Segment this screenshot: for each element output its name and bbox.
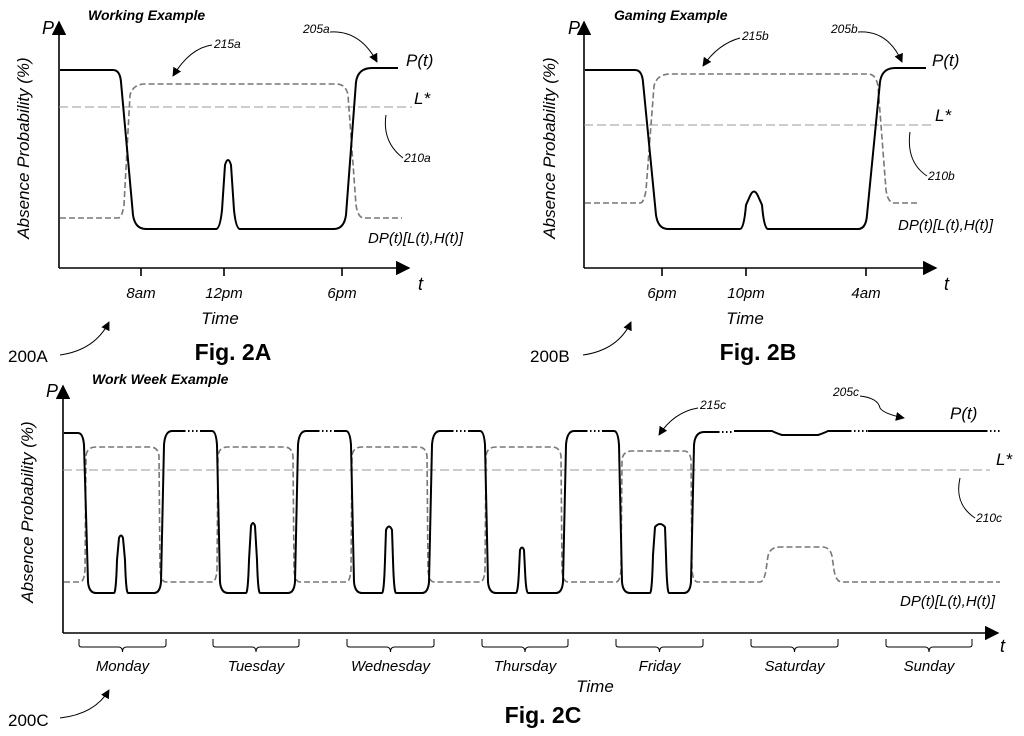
panel-c-ref-p: 205c	[832, 385, 859, 399]
panel-b-figure-ref: 200B	[530, 347, 570, 366]
panel-a-p-curve-label: P(t)	[406, 51, 433, 70]
panel-b-ref-dp-arrow	[703, 38, 740, 66]
panel-a-y-axis-title: Absence Probability (%)	[14, 57, 33, 239]
panel-a-figure-ref: 200A	[8, 347, 48, 366]
panel-c-ref-p-arrow	[860, 396, 904, 418]
panel-c-title: Work Week Example	[92, 371, 229, 387]
panel-c-figure-ref: 200C	[8, 711, 49, 730]
bracket-tuesday	[213, 639, 299, 652]
panel-a-p-axis-label: P	[42, 18, 54, 38]
panel-b-ref-p-arrow	[858, 32, 902, 62]
panel-b-figure-ref-arrow	[583, 322, 631, 355]
panel-a: Working Example P t Absence Probability …	[8, 7, 464, 366]
bracket-sunday	[886, 639, 972, 652]
panel-c-x-axis-title: Time	[576, 677, 614, 696]
day-label-saturday: Saturday	[764, 658, 826, 675]
panel-c-dp-curve	[64, 447, 1000, 582]
panel-c-ref-l-leader	[959, 478, 975, 518]
panel-b-t-axis-label: t	[944, 274, 950, 294]
panel-a-t-axis-label: t	[418, 274, 424, 294]
panel-c-day-labels: Monday Tuesday Wednesday Thursday Friday Satu…	[96, 658, 956, 675]
day-label-friday: Friday	[639, 658, 682, 675]
panel-c: Work Week Example P t Absence Probabilit…	[8, 371, 1013, 730]
panel-b-tick-label: 6pm	[647, 285, 676, 302]
panel-c-y-axis-title: Absence Probability (%)	[18, 421, 37, 603]
panel-b-threshold-label: L*	[935, 106, 952, 125]
panel-b: Gaming Example P t Absence Probability (…	[530, 7, 994, 366]
panel-a-x-axis-title: Time	[201, 309, 239, 328]
panel-a-threshold-label: L*	[414, 89, 431, 108]
day-label-thursday: Thursday	[494, 658, 558, 675]
panel-b-ref-p: 205b	[830, 22, 858, 36]
panel-c-figure-ref-arrow	[60, 690, 109, 718]
panel-a-tick-label: 8am	[126, 285, 155, 302]
panel-a-ref-dp-arrow	[173, 45, 212, 76]
panel-a-dp-curve-label: DP(t)[L(t),H(t)]	[368, 230, 464, 247]
panel-a-ref-l: 210a	[403, 151, 431, 165]
panel-b-tick-label: 10pm	[727, 285, 765, 302]
panel-b-y-axis-title: Absence Probability (%)	[540, 57, 559, 239]
panel-c-threshold-label: L*	[996, 450, 1013, 469]
panel-b-x-axis-title: Time	[726, 309, 764, 328]
bracket-friday	[616, 639, 703, 652]
panel-a-ref-p: 205a	[302, 22, 330, 36]
panel-c-ref-dp: 215c	[699, 398, 726, 412]
panel-b-dp-curve-label: DP(t)[L(t),H(t)]	[898, 217, 994, 234]
panel-a-caption: Fig. 2A	[195, 339, 272, 365]
panel-c-caption: Fig. 2C	[505, 702, 582, 728]
day-label-tuesday: Tuesday	[228, 658, 286, 675]
panel-c-ref-dp-arrow	[659, 408, 698, 435]
panel-b-p-axis-label: P	[568, 18, 580, 38]
panel-b-ref-dp: 215b	[741, 29, 769, 43]
bracket-wednesday	[347, 639, 434, 652]
day-label-monday: Monday	[96, 658, 151, 675]
panel-b-caption: Fig. 2B	[720, 339, 797, 365]
panel-c-t-axis-label: t	[1000, 636, 1006, 656]
panel-c-p-axis-label: P	[46, 381, 58, 401]
panel-c-day-brackets	[79, 639, 972, 652]
panel-a-tick-label: 6pm	[327, 285, 356, 302]
bracket-thursday	[482, 639, 568, 652]
panel-a-ref-p-arrow	[330, 32, 377, 62]
panel-a-ref-l-leader	[385, 115, 403, 158]
day-label-sunday: Sunday	[904, 658, 956, 675]
panel-c-p-curve	[64, 431, 986, 593]
panel-b-dp-curve	[585, 74, 918, 203]
bracket-monday	[79, 639, 166, 652]
panel-b-p-curve-label: P(t)	[932, 51, 959, 70]
day-label-wednesday: Wednesday	[351, 658, 431, 675]
panel-c-p-curve-label: P(t)	[950, 404, 977, 423]
panel-a-ref-dp: 215a	[213, 37, 241, 51]
panel-b-ref-l: 210b	[927, 169, 955, 183]
panel-b-title: Gaming Example	[614, 7, 728, 23]
panel-b-tick-label: 4am	[851, 285, 880, 302]
panel-b-p-curve	[585, 68, 926, 229]
panel-a-figure-ref-arrow	[60, 322, 109, 355]
panel-a-title: Working Example	[88, 7, 205, 23]
bracket-saturday	[751, 639, 838, 652]
panel-c-ref-l: 210c	[975, 511, 1002, 525]
panel-b-ref-l-leader	[909, 132, 927, 176]
panel-a-tick-label: 12pm	[205, 285, 243, 302]
panel-c-dp-curve-label: DP(t)[L(t),H(t)]	[900, 593, 996, 610]
